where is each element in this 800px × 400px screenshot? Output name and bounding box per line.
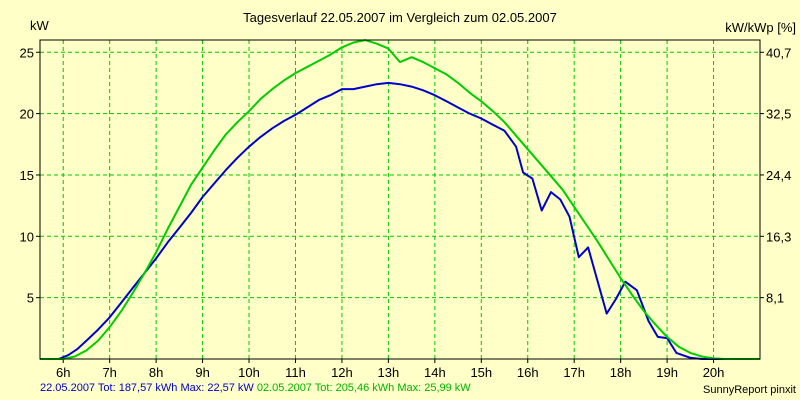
x-tick-label: 11h [285, 365, 306, 380]
y-tick-label-left: 15 [20, 168, 34, 183]
y-tick-label-right: 8,1 [766, 291, 784, 306]
credit-text: SunnyReport pinxit [703, 384, 796, 396]
x-tick-label: 16h [517, 365, 539, 380]
y-tick-label-right: 40,7 [766, 45, 791, 60]
x-tick-label: 17h [563, 365, 585, 380]
x-tick-label: 13h [378, 365, 400, 380]
legend-series-2-summary: 02.05.2007 Tot: 205,46 kWh Max: 25,99 kW [256, 382, 471, 394]
x-tick-label: 19h [656, 365, 678, 380]
x-tick-label: 6h [56, 365, 70, 380]
legend-summary: 22.05.2007 Tot: 187,57 kWh Max: 22,57 kW… [40, 382, 471, 394]
x-tick-label: 18h [610, 365, 632, 380]
y-tick-label-right: 32,5 [766, 107, 791, 122]
axis-ticks: 6h 7h 8h 9h 10h 11h 12h 13h 14h 15h 16h 17h 18h 19h 20… [20, 45, 792, 380]
series-lines [40, 39, 760, 360]
x-tick-label: 15h [470, 365, 492, 380]
x-tick-label: 20h [703, 365, 725, 380]
chart-title: Tagesverlauf 22.05.2007 im Vergleich zum… [243, 10, 557, 25]
series-line-1 [40, 81, 756, 360]
x-tick-label: 14h [424, 365, 446, 380]
legend-series-1-summary: 22.05.2007 Tot: 187,57 kWh Max: 22,57 kW [40, 382, 254, 394]
x-tick-label: 12h [331, 365, 353, 380]
x-tick-label: 7h [102, 365, 116, 380]
x-tick-label: 8h [149, 365, 163, 380]
y-axis-left-unit: kW [30, 18, 49, 33]
plot-frame [39, 39, 761, 360]
grid-lines [40, 40, 760, 359]
series-line-2 [40, 39, 760, 360]
y-tick-label-right: 16,3 [766, 229, 791, 244]
y-axis-right-unit: kW/kWp [%] [725, 20, 796, 35]
y-tick-label-left: 20 [20, 107, 34, 122]
y-tick-label-left: 25 [20, 45, 34, 60]
y-tick-label-left: 5 [27, 291, 34, 306]
x-tick-label: 10h [238, 365, 260, 380]
y-tick-label-right: 24,4 [766, 168, 791, 183]
y-tick-label-left: 10 [20, 229, 34, 244]
x-tick-label: 9h [195, 365, 209, 380]
